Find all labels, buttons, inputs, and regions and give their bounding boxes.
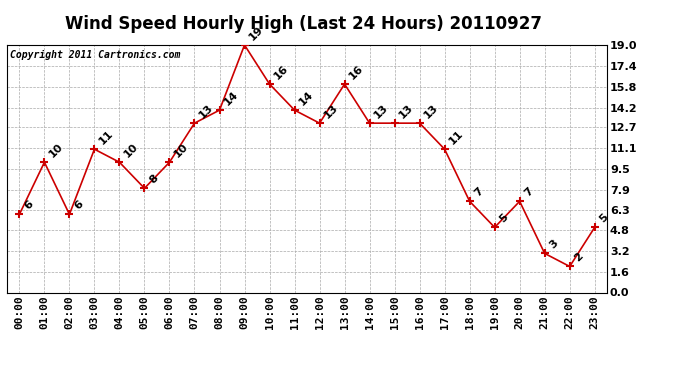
Text: 13: 13 (197, 102, 215, 120)
Text: 13: 13 (373, 102, 391, 120)
Text: Copyright 2011 Cartronics.com: Copyright 2011 Cartronics.com (10, 50, 180, 60)
Text: 6: 6 (72, 199, 85, 211)
Text: 3: 3 (547, 238, 560, 250)
Text: 14: 14 (297, 89, 315, 107)
Text: 8: 8 (147, 173, 160, 186)
Text: 13: 13 (422, 102, 440, 120)
Text: 5: 5 (497, 212, 510, 225)
Text: 10: 10 (47, 141, 65, 159)
Text: 13: 13 (397, 102, 415, 120)
Text: 19: 19 (247, 24, 266, 42)
Text: 10: 10 (122, 141, 140, 159)
Text: 7: 7 (473, 186, 485, 198)
Text: 11: 11 (447, 128, 466, 146)
Text: 11: 11 (97, 128, 115, 146)
Text: 7: 7 (522, 186, 535, 198)
Text: 13: 13 (322, 102, 340, 120)
Text: 2: 2 (573, 251, 585, 264)
Text: 6: 6 (22, 199, 34, 211)
Text: Wind Speed Hourly High (Last 24 Hours) 20110927: Wind Speed Hourly High (Last 24 Hours) 2… (65, 15, 542, 33)
Text: 16: 16 (347, 63, 366, 81)
Text: 10: 10 (172, 141, 190, 159)
Text: 14: 14 (222, 89, 240, 107)
Text: 16: 16 (273, 63, 290, 81)
Text: 5: 5 (598, 212, 610, 225)
